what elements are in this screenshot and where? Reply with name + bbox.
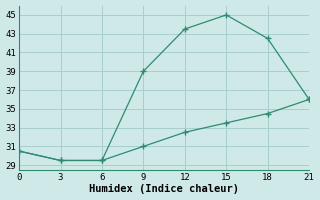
X-axis label: Humidex (Indice chaleur): Humidex (Indice chaleur): [89, 184, 239, 194]
